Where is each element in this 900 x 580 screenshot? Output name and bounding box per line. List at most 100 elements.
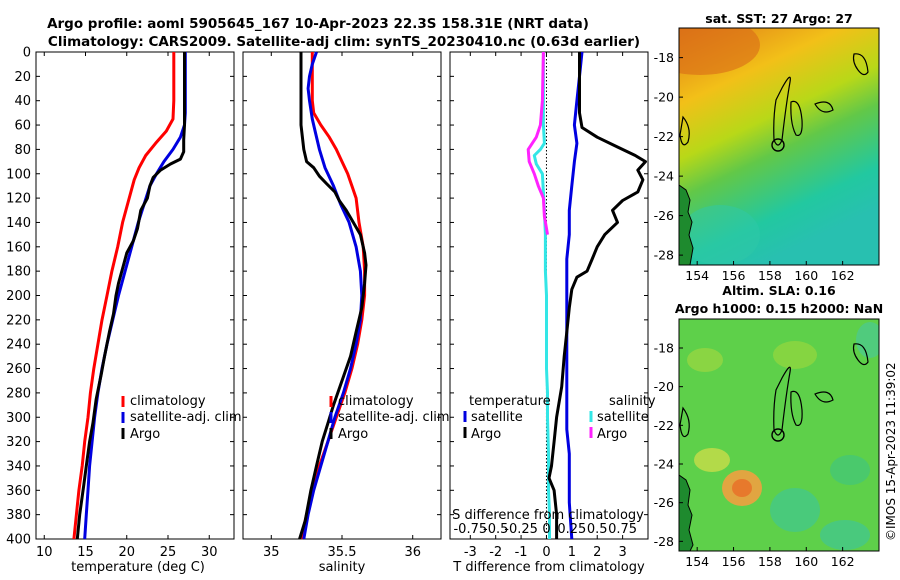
s-tick-label: 0.75 — [608, 522, 637, 537]
temperature-plot-frame — [35, 51, 235, 540]
x-tick-label: 0 — [542, 545, 550, 560]
depth-tick-label: 140 — [6, 216, 31, 231]
sst-map-panel: sat. SST: 27 Argo: 27 154 156 158 160 162 -18… — [654, 11, 880, 283]
depth-tick-label: 40 — [14, 94, 31, 109]
reef-outline — [679, 115, 690, 146]
depth-tick-label: 160 — [6, 240, 31, 255]
salinity-legend: climatology satellite-adj. clim Argo — [329, 394, 450, 442]
series-satellite-adj-clim — [83, 52, 187, 540]
depth-tick-label: 360 — [6, 484, 31, 499]
depth-tick-label: 240 — [6, 338, 31, 353]
depth-tick-label: 220 — [6, 313, 31, 328]
legend-s-satellite-label: satellite — [597, 410, 649, 425]
x-tick-label: 30 — [201, 545, 218, 560]
sla-blob — [820, 520, 870, 550]
reef-outline — [852, 53, 869, 76]
argo-location-marker — [771, 428, 785, 442]
lat-tick-label: -22 — [654, 418, 674, 433]
sla-map-panel: Altim. SLA: 0.16 Argo h1000: 0.15 h2000:… — [654, 283, 884, 569]
t-difference-axis-label: T difference from climatology — [452, 560, 645, 575]
depth-tick-label: 180 — [6, 265, 31, 280]
imos-credit: ©IMOS 15-Apr-2023 11:39:02 — [884, 362, 898, 541]
sla-blob — [687, 348, 723, 372]
depth-tick-label: 260 — [6, 362, 31, 377]
depth-tick-label: 0 — [23, 46, 31, 61]
s-tick-label: 0 — [542, 522, 550, 537]
sla-map-title-line2: Argo h1000: 0.15 h2000: NaN — [675, 301, 883, 316]
x-tick-label: 35 — [263, 545, 280, 560]
legend-climatology-label: climatology — [338, 394, 414, 409]
sla-blob — [830, 455, 870, 485]
lon-tick-label: 154 — [685, 268, 709, 283]
lat-tick-label: -24 — [654, 169, 674, 184]
series-climatology — [299, 52, 367, 540]
temperature-axis-label: temperature (deg C) — [71, 560, 205, 575]
x-tick-label: 36 — [404, 545, 421, 560]
sst-warm-patch — [679, 28, 760, 75]
figure-title-line1: Argo profile: aoml 5905645_167 10-Apr-20… — [47, 16, 589, 32]
reef-outline — [814, 101, 834, 113]
x-tick-label: -2 — [489, 545, 502, 560]
depth-tick-label: 20 — [14, 70, 31, 85]
s-difference-axis-label: S difference from climatology — [452, 508, 644, 523]
sla-blob — [694, 448, 730, 472]
salinity-plot-frame — [242, 51, 442, 540]
salinity-panel: 35 35.5 36 climatology satellite-adj. clim… — [242, 51, 450, 575]
legend-climatology-label: climatology — [130, 394, 206, 409]
sla-blob — [732, 479, 752, 497]
lat-tick-label: -20 — [654, 90, 674, 105]
lon-tick-label: 158 — [758, 268, 782, 283]
depth-tick-label: 340 — [6, 459, 31, 474]
lon-tick-label: 156 — [722, 554, 746, 569]
series-satellite-adj-clim — [302, 51, 364, 540]
depth-tick-label: 380 — [6, 508, 31, 523]
x-tick-label: -3 — [464, 545, 477, 560]
lat-tick-label: -24 — [654, 457, 674, 472]
lat-tick-label: -26 — [654, 495, 674, 510]
sst-cool-patch — [680, 205, 760, 265]
x-tick-label: 25 — [160, 545, 177, 560]
australia-coastline — [679, 474, 694, 551]
s-tick-label: -0.75 — [453, 522, 487, 537]
x-tick-label: 2 — [593, 545, 601, 560]
reef-outline — [814, 391, 834, 403]
reef-outline — [790, 100, 803, 137]
lon-tick-label: 156 — [722, 268, 746, 283]
sla-blob — [770, 488, 820, 532]
legend-satellite-adj-label: satellite-adj. clim — [130, 410, 242, 425]
lat-tick-label: -18 — [654, 50, 674, 65]
depth-tick-label: 100 — [6, 167, 31, 182]
x-tick-label: 10 — [36, 545, 53, 560]
depth-tick-label: 400 — [6, 533, 31, 548]
legend-s-argo-label: Argo — [597, 427, 627, 442]
x-tick-label: 1 — [568, 545, 576, 560]
s-tick-label: -0.25 — [504, 522, 538, 537]
lat-tick-label: -28 — [654, 534, 674, 549]
sla-blob — [856, 322, 879, 358]
legend-salinity-title: salinity — [609, 394, 656, 409]
depth-tick-label: 280 — [6, 386, 31, 401]
x-tick-label: -1 — [515, 545, 528, 560]
difference-legend: temperature salinity satellite Argo sate… — [463, 394, 656, 442]
lat-tick-label: -18 — [654, 341, 674, 356]
reef-outline — [679, 406, 690, 438]
lon-tick-label: 160 — [794, 268, 818, 283]
series-s-satellite — [532, 52, 551, 539]
legend-temperature-title: temperature — [469, 394, 551, 409]
depth-tick-label: 80 — [14, 143, 31, 158]
sst-map-title: sat. SST: 27 Argo: 27 — [705, 11, 852, 26]
x-tick-label: 20 — [118, 545, 135, 560]
temperature-panel: 0204060801001201401601802002202402602803… — [6, 46, 648, 575]
s-tick-label: 0.25 — [557, 522, 586, 537]
lat-tick-label: -22 — [654, 129, 674, 144]
lon-tick-label: 154 — [685, 554, 709, 569]
series-s-argo — [526, 51, 549, 235]
lat-tick-label: -26 — [654, 208, 674, 223]
depth-tick-label: 200 — [6, 289, 31, 304]
lat-tick-label: -20 — [654, 379, 674, 394]
depth-tick-label: 120 — [6, 192, 31, 207]
series-argo — [75, 52, 186, 540]
sla-blob — [773, 341, 817, 369]
lon-tick-label: 160 — [794, 554, 818, 569]
